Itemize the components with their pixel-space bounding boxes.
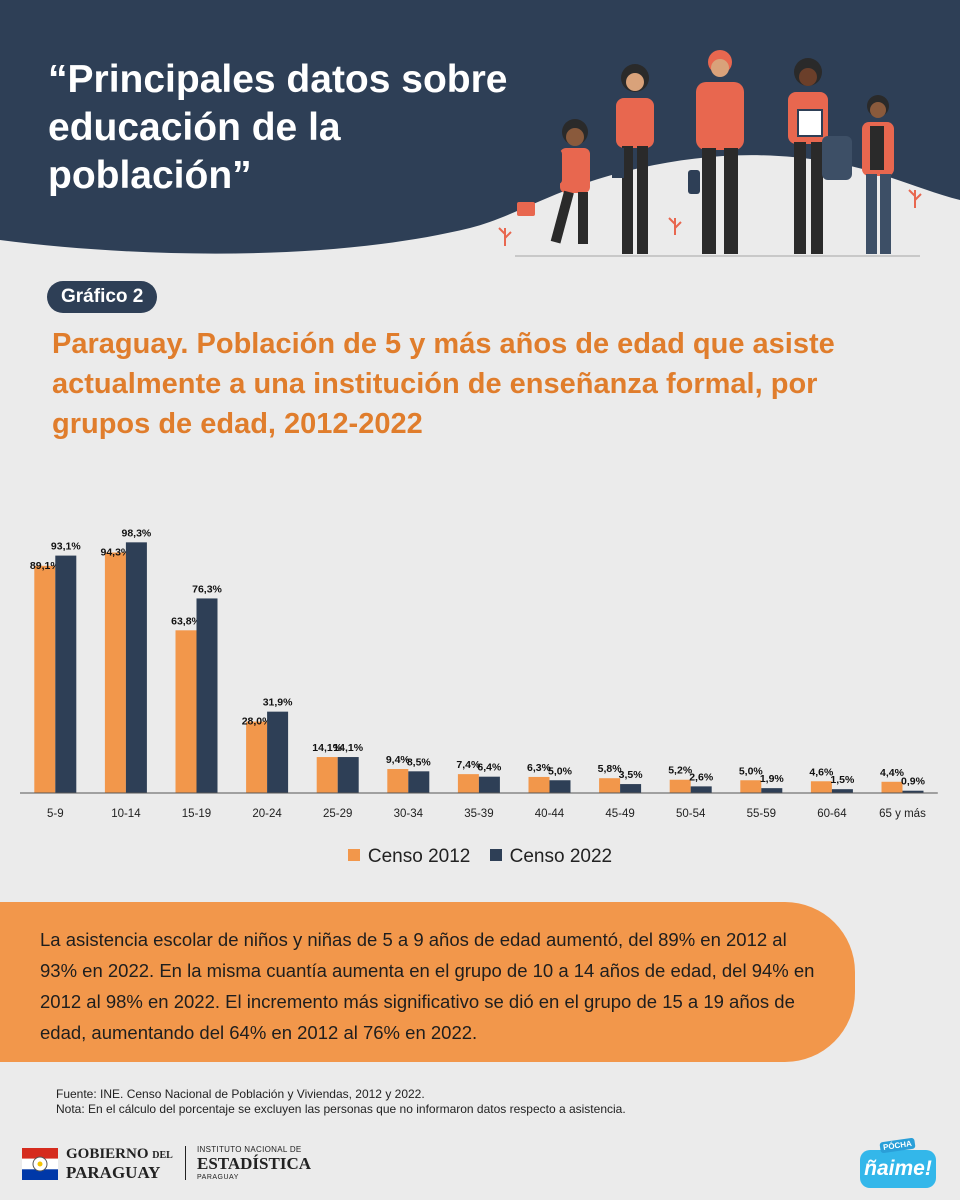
data-label-2012-10-14: 94,3% bbox=[101, 547, 131, 559]
legend-label-2012: Censo 2012 bbox=[367, 846, 471, 867]
chart-legend: Censo 2012 Censo 2022 bbox=[0, 846, 960, 868]
bar-2012-65-y-más bbox=[881, 781, 903, 793]
data-label-2012-60-64: 4,6% bbox=[809, 766, 834, 778]
bar-2022-15-19 bbox=[196, 598, 218, 793]
gobierno-word: GOBIERNO bbox=[66, 1146, 149, 1162]
x-tick-label: 15-19 bbox=[182, 808, 211, 820]
bar-2022-65-y-más bbox=[902, 790, 924, 793]
bar-2012-45-49 bbox=[599, 778, 621, 793]
legend-swatch-2012 bbox=[347, 849, 360, 861]
gobierno-del: DEL bbox=[152, 1150, 173, 1161]
gobierno-country: PARAGUAY bbox=[66, 1163, 161, 1182]
naime-main-text: ñaime! bbox=[860, 1150, 936, 1188]
legend-swatch-2022 bbox=[489, 849, 502, 861]
data-label-2022-25-29: 14,1% bbox=[333, 742, 363, 754]
bar-2022-20-24 bbox=[267, 711, 289, 793]
data-label-2022-5-9: 93,1% bbox=[51, 541, 81, 553]
data-label-2012-25-29: 14,1% bbox=[312, 742, 342, 754]
ine-line3: PARAGUAY bbox=[197, 1174, 239, 1181]
bar-2012-30-34 bbox=[387, 769, 409, 793]
data-label-2012-40-44: 6,3% bbox=[527, 762, 552, 774]
x-tick-label: 35-39 bbox=[464, 808, 493, 820]
gobierno-text: GOBIERNO DEL PARAGUAY bbox=[66, 1146, 173, 1182]
bar-2022-50-54 bbox=[690, 786, 712, 793]
x-tick-label: 20-24 bbox=[252, 808, 282, 820]
students-illustration bbox=[498, 50, 922, 257]
x-tick-label: 5-9 bbox=[47, 808, 64, 820]
x-tick-label: 55-59 bbox=[747, 808, 776, 820]
legend-label-2022: Censo 2022 bbox=[509, 846, 613, 867]
gobierno-paraguay-logo: GOBIERNO DEL PARAGUAY INSTITUTO NACIONAL… bbox=[22, 1142, 322, 1184]
bar-2022-40-44 bbox=[549, 780, 571, 793]
x-tick-label: 10-14 bbox=[111, 808, 141, 820]
legend-item-2022: Censo 2022 bbox=[489, 846, 613, 868]
bar-chart: 89,1% 93,1% 5-9 94,3% 98,3% 10-14 63,8% 76,3% 15… bbox=[20, 527, 938, 820]
x-tick-label: 30-34 bbox=[394, 808, 424, 820]
ine-line1: INSTITUTO NACIONAL DE bbox=[197, 1145, 302, 1154]
methodology-note: Nota: En el cálculo del porcentaje se ex… bbox=[56, 1102, 626, 1116]
pocha-naime-logo: ñaime! PÓCHA bbox=[858, 1137, 938, 1190]
x-tick-label: 60-64 bbox=[817, 808, 847, 820]
data-label-2012-20-24: 28,0% bbox=[242, 716, 272, 728]
x-tick-label: 25-29 bbox=[323, 808, 352, 820]
data-label-2012-50-54: 5,2% bbox=[668, 765, 693, 777]
page-title: “Principales datos sobre educación de la… bbox=[48, 58, 508, 197]
data-label-2012-15-19: 63,8% bbox=[171, 615, 201, 627]
bar-2012-35-39 bbox=[457, 774, 479, 793]
data-label-2022-15-19: 76,3% bbox=[192, 583, 222, 595]
bar-2022-60-64 bbox=[831, 789, 853, 793]
data-label-2022-60-64: 1,5% bbox=[830, 774, 855, 786]
bar-2022-35-39 bbox=[478, 776, 500, 793]
bar-2022-10-14 bbox=[125, 542, 147, 793]
x-tick-label: 45-49 bbox=[605, 808, 634, 820]
data-label-2012-55-59: 5,0% bbox=[739, 765, 764, 777]
logo-separator bbox=[185, 1146, 186, 1180]
data-label-2022-10-14: 98,3% bbox=[122, 527, 152, 539]
bar-2022-25-29 bbox=[337, 757, 359, 793]
data-label-2022-35-39: 6,4% bbox=[477, 762, 502, 774]
notes: Fuente: INE. Censo Nacional de Población… bbox=[56, 1087, 626, 1117]
bar-2012-55-59 bbox=[740, 780, 762, 793]
summary-text: La asistencia escolar de niños y niñas d… bbox=[40, 929, 815, 1043]
data-label-2012-45-49: 5,8% bbox=[598, 763, 623, 775]
source-note: Fuente: INE. Censo Nacional de Población… bbox=[56, 1087, 425, 1101]
bar-2022-5-9 bbox=[55, 555, 77, 793]
data-label-2012-30-34: 9,4% bbox=[386, 754, 411, 766]
data-label-2022-45-49: 3,5% bbox=[619, 769, 644, 781]
data-label-2022-50-54: 2,6% bbox=[689, 771, 714, 783]
legend-item-2012: Censo 2012 bbox=[347, 846, 471, 868]
data-label-2022-40-44: 5,0% bbox=[548, 765, 573, 777]
chart-number-badge: Gráfico 2 bbox=[47, 281, 158, 313]
bar-2012-20-24 bbox=[246, 721, 268, 793]
bar-2012-10-14 bbox=[104, 552, 126, 793]
bar-2012-40-44 bbox=[528, 776, 550, 793]
bar-2022-45-49 bbox=[620, 784, 642, 793]
data-label-2022-20-24: 31,9% bbox=[263, 697, 293, 709]
data-label-2022-65-y-más: 0,9% bbox=[901, 776, 926, 788]
data-label-2022-30-34: 8,5% bbox=[407, 756, 432, 768]
ine-line2: ESTADÍSTICA bbox=[197, 1154, 312, 1173]
bar-2012-60-64 bbox=[810, 781, 832, 793]
summary-box: La asistencia escolar de niños y niñas d… bbox=[0, 902, 855, 1062]
ine-logo: INSTITUTO NACIONAL DE ESTADÍSTICA PARAGU… bbox=[197, 1144, 311, 1182]
paraguay-seal-icon bbox=[22, 1148, 58, 1180]
chart-title: Paraguay. Población de 5 y más años de e… bbox=[52, 328, 835, 440]
data-label-2012-65-y-más: 4,4% bbox=[880, 767, 905, 779]
data-label-2012-5-9: 89,1% bbox=[30, 560, 60, 572]
bar-2022-55-59 bbox=[761, 788, 783, 793]
bar-2022-30-34 bbox=[408, 771, 430, 793]
data-label-2022-55-59: 1,9% bbox=[760, 773, 785, 785]
x-tick-label: 50-54 bbox=[676, 808, 706, 820]
bar-2012-5-9 bbox=[34, 565, 56, 793]
bar-2012-15-19 bbox=[175, 630, 197, 793]
x-tick-label: 65 y más bbox=[879, 808, 926, 820]
bar-2012-50-54 bbox=[669, 779, 691, 793]
bar-2012-25-29 bbox=[316, 757, 338, 793]
x-tick-label: 40-44 bbox=[535, 808, 565, 820]
data-label-2012-35-39: 7,4% bbox=[456, 759, 481, 771]
